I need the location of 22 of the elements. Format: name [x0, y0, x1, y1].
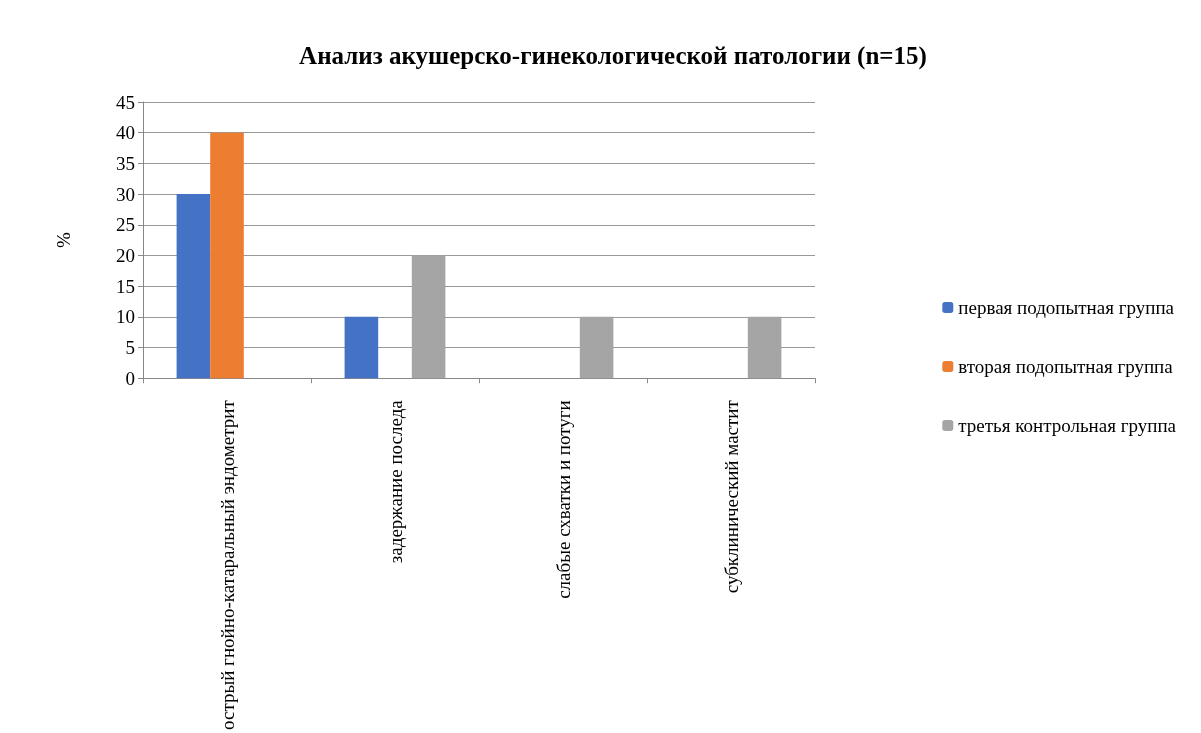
x-tick-label: острый гнойно-катаральный эндометрит [216, 399, 238, 731]
y-tick-label: 5 [125, 337, 135, 359]
legend-label: вторая подопытная группа [958, 356, 1174, 377]
bar [344, 316, 379, 379]
y-tick-label: 40 [116, 122, 135, 144]
legend-label: первая подопытная группа [958, 297, 1175, 318]
y-tick-label: 30 [116, 183, 135, 205]
y-tick-label: 45 [116, 91, 135, 113]
y-tick-label: 25 [116, 214, 135, 236]
y-tick-label: 0 [125, 367, 135, 389]
y-tick-label: 35 [116, 152, 135, 174]
chart-title: Анализ акушерско-гинекологической патологии (n=15) [299, 42, 927, 70]
x-tick-label: субклинический мастит [720, 399, 742, 594]
legend-label: третья контрольная группа [958, 415, 1177, 436]
y-tick-label: 15 [116, 275, 135, 297]
bar [176, 194, 211, 379]
bar [210, 132, 244, 379]
y-tick-label: 10 [116, 306, 135, 328]
y-tick-label: 20 [116, 244, 135, 266]
x-tick-label: слабые схватки и потуги [552, 400, 574, 599]
x-tick-label: задержание последа [384, 399, 406, 564]
y-axis-title: % [53, 232, 74, 249]
